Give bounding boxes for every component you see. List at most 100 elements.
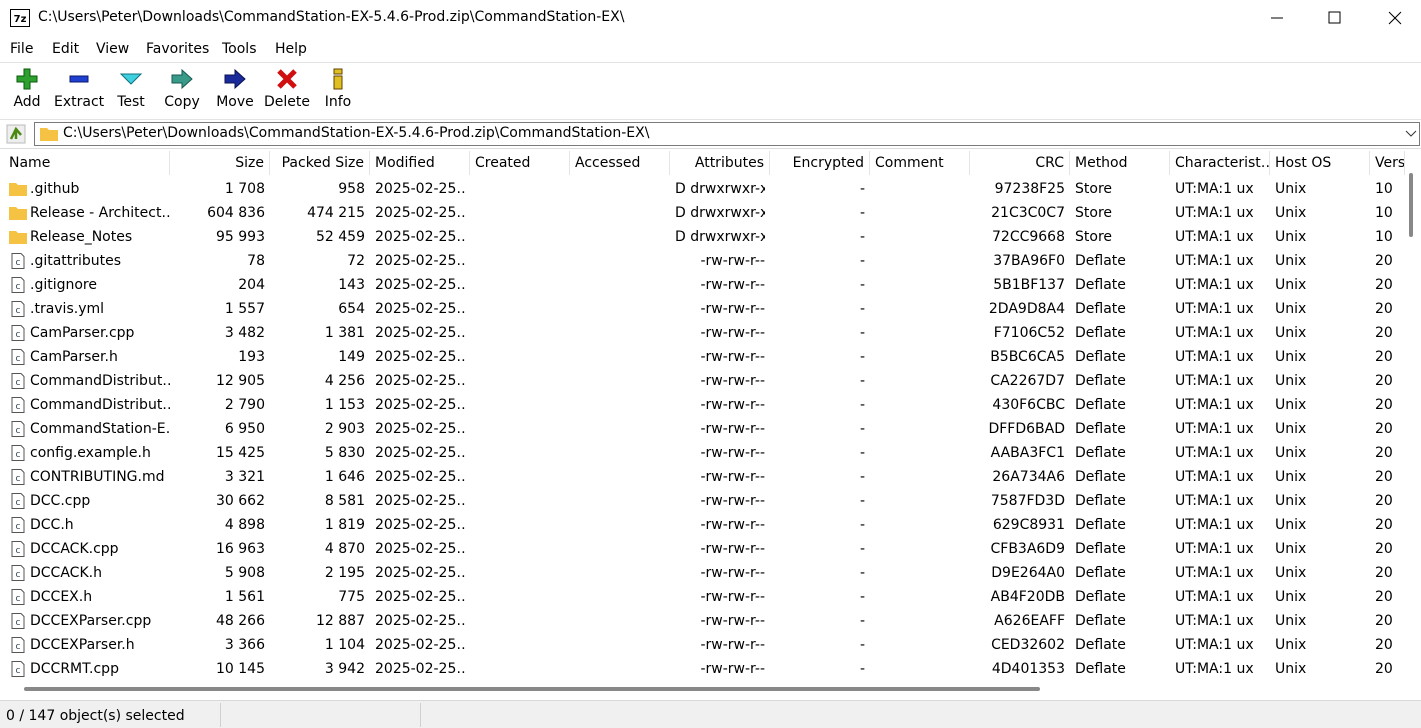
- method: Store: [1075, 205, 1113, 221]
- modified: 2025-02-25…: [375, 469, 465, 485]
- file-name[interactable]: .gitignore: [30, 277, 97, 293]
- crc: 4D401353: [991, 661, 1065, 677]
- file-name[interactable]: DCCACK.cpp: [30, 541, 119, 557]
- file-name[interactable]: .gitattributes: [30, 253, 122, 269]
- crc: CED32602: [991, 637, 1065, 653]
- column-header[interactable]: Packed Size: [270, 151, 370, 175]
- svg-text:c: c: [16, 426, 21, 436]
- toolbar-button[interactable]: Delete: [262, 63, 312, 119]
- title-bar: 7z C:\Users\Peter\Downloads\CommandStati…: [0, 0, 1421, 37]
- packed-size: 2 195: [324, 565, 365, 581]
- encrypted: -: [859, 469, 865, 485]
- method: Deflate: [1075, 325, 1126, 341]
- toolbar-button[interactable]: Test: [106, 63, 156, 119]
- characteristics: UT:MA:1 ux: [1175, 469, 1254, 485]
- packed-size: 4 256: [324, 373, 365, 389]
- modified: 2025-02-25…: [375, 517, 465, 533]
- file-size: 95 993: [216, 229, 265, 245]
- up-button[interactable]: [6, 124, 26, 144]
- file-list: Name Size Packed Size Modified Created Access…: [0, 148, 1421, 701]
- file-size: 2 790: [224, 397, 265, 413]
- file-name[interactable]: DCC.h: [30, 517, 74, 533]
- close-button[interactable]: [1388, 11, 1402, 25]
- attributes: -rw-rw-r--: [700, 301, 765, 317]
- file-name[interactable]: CommandDistribut…: [30, 373, 170, 389]
- column-header[interactable]: Comment: [870, 151, 970, 175]
- host-os: Unix: [1275, 541, 1307, 557]
- toolbar-button[interactable]: Copy: [157, 63, 207, 119]
- crc: 7587FD3D: [990, 493, 1065, 509]
- column-header[interactable]: Vers: [1370, 151, 1405, 175]
- encrypted: -: [859, 277, 865, 293]
- file-icon: c: [11, 613, 25, 629]
- toolbar-label: Add: [13, 94, 41, 110]
- path-text: C:\Users\Peter\Downloads\CommandStation-…: [63, 125, 650, 141]
- svg-text:c: c: [16, 330, 21, 340]
- toolbar-button[interactable]: Extract: [54, 63, 104, 119]
- file-name[interactable]: config.example.h: [30, 445, 151, 461]
- file-name[interactable]: CamParser.cpp: [30, 325, 135, 341]
- toolbar-label: Info: [324, 94, 352, 110]
- encrypted: -: [859, 613, 865, 629]
- version: 20: [1375, 469, 1393, 485]
- path-field[interactable]: C:\Users\Peter\Downloads\CommandStation-…: [34, 122, 1420, 146]
- attributes: -rw-rw-r--: [700, 541, 765, 557]
- attributes: -rw-rw-r--: [700, 445, 765, 461]
- column-header[interactable]: Name: [4, 151, 170, 175]
- window-controls: [1271, 11, 1402, 25]
- file-name[interactable]: CamParser.h: [30, 349, 118, 365]
- toolbar-icon: [224, 68, 246, 90]
- file-name[interactable]: DCCACK.h: [30, 565, 102, 581]
- encrypted: -: [859, 661, 865, 677]
- file-name[interactable]: DCCRMT.cpp: [30, 661, 119, 677]
- characteristics: UT:MA:1 ux: [1175, 205, 1254, 221]
- toolbar-button[interactable]: Move: [210, 63, 260, 119]
- menu-item[interactable]: Tools: [222, 41, 257, 57]
- method: Deflate: [1075, 349, 1126, 365]
- toolbar-button[interactable]: Info: [313, 63, 363, 119]
- vertical-scrollbar[interactable]: [1409, 173, 1413, 237]
- column-header[interactable]: Attributes: [670, 151, 770, 175]
- column-header[interactable]: Size: [170, 151, 270, 175]
- svg-text:c: c: [16, 522, 21, 532]
- characteristics: UT:MA:1 ux: [1175, 253, 1254, 269]
- dropdown-arrow[interactable]: [1405, 129, 1417, 139]
- file-name[interactable]: CommandDistribut…: [30, 397, 170, 413]
- file-name[interactable]: CONTRIBUTING.md: [30, 469, 165, 485]
- menu-item[interactable]: Edit: [52, 41, 80, 57]
- column-header[interactable]: CRC: [970, 151, 1070, 175]
- modified: 2025-02-25…: [375, 397, 465, 413]
- file-name[interactable]: .github: [30, 181, 80, 197]
- file-name[interactable]: CommandStation-E…: [30, 421, 170, 437]
- maximize-button[interactable]: [1328, 11, 1341, 24]
- horizontal-scrollbar[interactable]: [24, 687, 1040, 691]
- file-name[interactable]: Release - Architect…: [30, 205, 170, 221]
- file-size: 1 708: [224, 181, 265, 197]
- menu-item[interactable]: View: [96, 41, 130, 57]
- version: 10: [1375, 229, 1393, 245]
- packed-size: 4 870: [324, 541, 365, 557]
- version: 20: [1375, 445, 1393, 461]
- column-header[interactable]: Host OS: [1270, 151, 1370, 175]
- toolbar-button[interactable]: Add: [2, 63, 52, 119]
- host-os: Unix: [1275, 373, 1307, 389]
- modified: 2025-02-25…: [375, 349, 465, 365]
- menu-item[interactable]: Help: [275, 41, 307, 57]
- column-header[interactable]: Accessed: [570, 151, 670, 175]
- file-name[interactable]: .travis.yml: [30, 301, 105, 317]
- column-header[interactable]: Encrypted: [770, 151, 870, 175]
- file-size: 204: [238, 277, 265, 293]
- column-header[interactable]: Method: [1070, 151, 1170, 175]
- host-os: Unix: [1275, 397, 1307, 413]
- file-name[interactable]: DCCEXParser.h: [30, 637, 135, 653]
- column-header[interactable]: Created: [470, 151, 570, 175]
- file-name[interactable]: DCC.cpp: [30, 493, 91, 509]
- file-name[interactable]: Release_Notes: [30, 229, 133, 245]
- menu-item[interactable]: File: [10, 41, 34, 57]
- version: 20: [1375, 421, 1393, 437]
- file-name[interactable]: DCCEX.h: [30, 589, 93, 605]
- column-header[interactable]: Characterist…: [1170, 151, 1270, 175]
- file-name[interactable]: DCCEXParser.cpp: [30, 613, 152, 629]
- menu-item[interactable]: Favorites: [146, 41, 210, 57]
- column-header[interactable]: Modified: [370, 151, 470, 175]
